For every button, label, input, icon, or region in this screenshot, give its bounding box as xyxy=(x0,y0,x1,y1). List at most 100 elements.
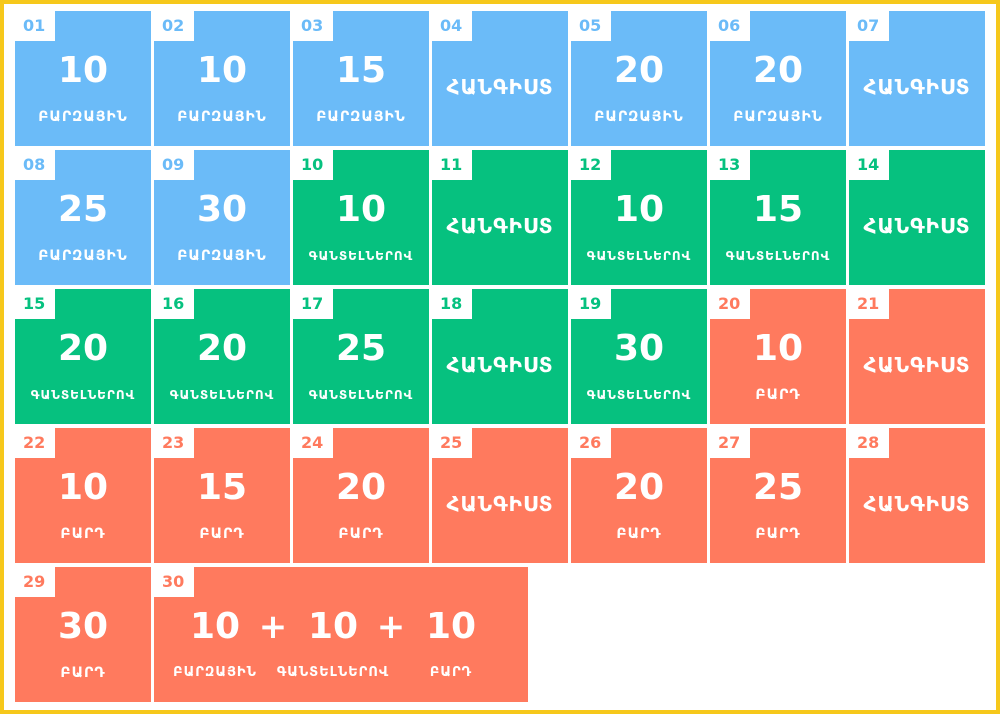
rest-label: ՀԱՆԳԻՍՏ xyxy=(446,353,554,377)
reps-count: 20 xyxy=(335,467,387,508)
reps-count: 25 xyxy=(752,467,804,508)
combo-part: 10 ԳԱՆՏԵԼՆԵՐՈՎ xyxy=(272,607,394,683)
day-number: 13 xyxy=(710,150,750,180)
exercise-type: ԲԱՐԶԱՅԻՆ xyxy=(177,109,267,125)
exercise-type: ԲԱՐԴ xyxy=(60,665,106,681)
reps-count: 10 xyxy=(752,328,804,369)
day-tile: 09 30 ԲԱՐԶԱՅԻՆ xyxy=(154,150,290,285)
reps-count: 25 xyxy=(57,189,109,230)
day-tile: 29 30 ԲԱՐԴ xyxy=(15,567,151,702)
day-tile: 01 10 ԲԱՐԶԱՅԻՆ xyxy=(15,11,151,146)
exercise-type: ԲԱՐԶԱՅԻՆ xyxy=(173,665,257,680)
exercise-type: ԲԱՐԴ xyxy=(429,665,473,680)
reps-count: 20 xyxy=(613,467,665,508)
day-tile: 14 ՀԱՆԳԻՍՏ xyxy=(849,150,985,285)
reps-count: 15 xyxy=(335,50,387,91)
reps-count: 30 xyxy=(613,328,665,369)
day-number: 07 xyxy=(849,11,889,41)
day-number: 08 xyxy=(15,150,55,180)
day-number: 03 xyxy=(293,11,333,41)
day-number: 12 xyxy=(571,150,611,180)
day-tile: 10 10 ԳԱՆՏԵԼՆԵՐՈՎ xyxy=(293,150,429,285)
day-tile: 26 20 ԲԱՐԴ xyxy=(571,428,707,563)
combo-part: 10 ԲԱՐԶԱՅԻՆ xyxy=(154,607,276,683)
day-tile: 25 ՀԱՆԳԻՍՏ xyxy=(432,428,568,563)
day-tile: 08 25 ԲԱՐԶԱՅԻՆ xyxy=(15,150,151,285)
reps-count: 20 xyxy=(196,328,248,369)
reps-count: 30 xyxy=(196,189,248,230)
day-tile: 19 30 ԳԱՆՏԵԼՆԵՐՈՎ xyxy=(571,289,707,424)
exercise-type: ԲԱՐԴ xyxy=(755,387,801,403)
exercise-type: ԳԱՆՏԵԼՆԵՐՈՎ xyxy=(586,249,692,263)
combo-workout: 10 ԲԱՐԶԱՅԻՆ 10 ԳԱՆՏԵԼՆԵՐՈՎ 10 ԲԱՐԴ + + xyxy=(154,607,528,697)
day-number: 10 xyxy=(293,150,333,180)
day-tile: 13 15 ԳԱՆՏԵԼՆԵՐՈՎ xyxy=(710,150,846,285)
day-tile: 21 ՀԱՆԳԻՍՏ xyxy=(849,289,985,424)
reps-count: 10 xyxy=(57,467,109,508)
reps-count: 10 xyxy=(307,606,359,647)
day-number: 18 xyxy=(432,289,472,319)
reps-count: 25 xyxy=(335,328,387,369)
day-tile: 15 20 ԳԱՆՏԵԼՆԵՐՈՎ xyxy=(15,289,151,424)
day-tile: 24 20 ԲԱՐԴ xyxy=(293,428,429,563)
day-number: 15 xyxy=(15,289,55,319)
day-tile: 23 15 ԲԱՐԴ xyxy=(154,428,290,563)
day-tile: 18 ՀԱՆԳԻՍՏ xyxy=(432,289,568,424)
day-number: 22 xyxy=(15,428,55,458)
final-day-tile: 30 10 ԲԱՐԶԱՅԻՆ 10 ԳԱՆՏԵԼՆԵՐՈՎ 10 ԲԱՐԴ + + xyxy=(154,567,528,702)
reps-count: 15 xyxy=(196,467,248,508)
day-number: 01 xyxy=(15,11,55,41)
rest-label: ՀԱՆԳԻՍՏ xyxy=(446,492,554,516)
day-number: 29 xyxy=(15,567,55,597)
day-number: 30 xyxy=(154,567,194,597)
day-tile: 07 ՀԱՆԳԻՍՏ xyxy=(849,11,985,146)
exercise-type: ԲԱՐԶԱՅԻՆ xyxy=(316,109,406,125)
reps-count: 10 xyxy=(425,606,477,647)
day-number: 20 xyxy=(710,289,750,319)
day-number: 05 xyxy=(571,11,611,41)
day-tile: 17 25 ԳԱՆՏԵԼՆԵՐՈՎ xyxy=(293,289,429,424)
plus-sign: + xyxy=(376,607,406,647)
reps-count: 10 xyxy=(57,50,109,91)
reps-count: 10 xyxy=(335,189,387,230)
exercise-type: ԲԱՐԶԱՅԻՆ xyxy=(38,109,128,125)
day-number: 27 xyxy=(710,428,750,458)
exercise-type: ԲԱՐԴ xyxy=(755,526,801,542)
exercise-type: ԲԱՐԶԱՅԻՆ xyxy=(594,109,684,125)
day-number: 06 xyxy=(710,11,750,41)
day-number: 26 xyxy=(571,428,611,458)
day-number: 23 xyxy=(154,428,194,458)
exercise-type: ԳԱՆՏԵԼՆԵՐՈՎ xyxy=(30,388,136,402)
exercise-type: ԲԱՐԶԱՅԻՆ xyxy=(733,109,823,125)
day-number: 16 xyxy=(154,289,194,319)
exercise-type: ԳԱՆՏԵԼՆԵՐՈՎ xyxy=(276,665,390,680)
day-number: 21 xyxy=(849,289,889,319)
exercise-type: ԳԱՆՏԵԼՆԵՐՈՎ xyxy=(308,249,414,263)
day-number: 19 xyxy=(571,289,611,319)
reps-count: 10 xyxy=(196,50,248,91)
day-number: 11 xyxy=(432,150,472,180)
rest-label: ՀԱՆԳԻՍՏ xyxy=(446,214,554,238)
rest-label: ՀԱՆԳԻՍՏ xyxy=(863,353,971,377)
day-tile: 04 ՀԱՆԳԻՍՏ xyxy=(432,11,568,146)
combo-part: 10 ԲԱՐԴ xyxy=(390,607,512,683)
day-number: 09 xyxy=(154,150,194,180)
day-number: 14 xyxy=(849,150,889,180)
exercise-type: ԲԱՐԴ xyxy=(60,526,106,542)
rest-label: ՀԱՆԳԻՍՏ xyxy=(446,75,554,99)
rest-label: ՀԱՆԳԻՍՏ xyxy=(863,75,971,99)
rest-label: ՀԱՆԳԻՍՏ xyxy=(863,492,971,516)
exercise-type: ԳԱՆՏԵԼՆԵՐՈՎ xyxy=(169,388,275,402)
day-number: 28 xyxy=(849,428,889,458)
day-number: 25 xyxy=(432,428,472,458)
reps-count: 30 xyxy=(57,606,109,647)
day-number: 04 xyxy=(432,11,472,41)
reps-count: 20 xyxy=(613,50,665,91)
day-tile: 27 25 ԲԱՐԴ xyxy=(710,428,846,563)
day-number: 24 xyxy=(293,428,333,458)
plus-sign: + xyxy=(258,607,288,647)
day-tile: 22 10 ԲԱՐԴ xyxy=(15,428,151,563)
day-tile: 02 10 ԲԱՐԶԱՅԻՆ xyxy=(154,11,290,146)
day-tile: 20 10 ԲԱՐԴ xyxy=(710,289,846,424)
